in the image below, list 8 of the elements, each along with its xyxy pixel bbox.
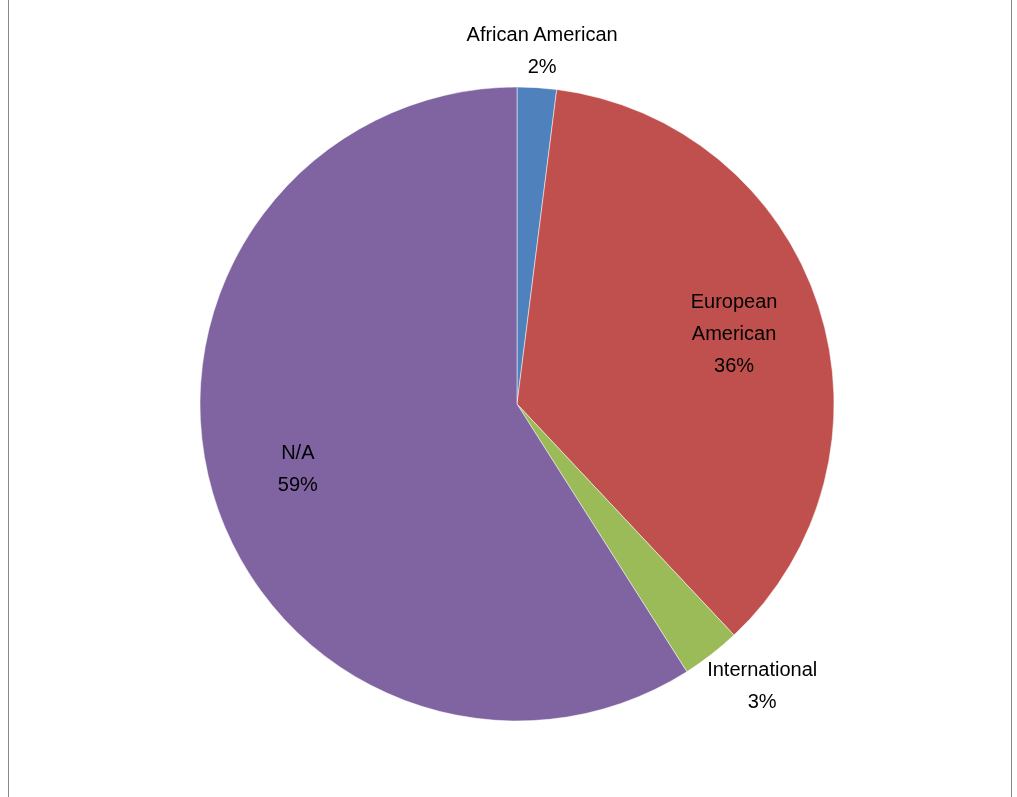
data-label: 2% xyxy=(527,54,557,77)
slice-label: N/A xyxy=(281,440,316,463)
data-label: 36% xyxy=(714,354,755,377)
slice-label: European American xyxy=(690,290,778,345)
data-label: 3% xyxy=(747,689,777,712)
slice-label: African American xyxy=(466,22,618,45)
slice-label: International xyxy=(707,657,818,680)
data-label: 59% xyxy=(277,472,319,495)
